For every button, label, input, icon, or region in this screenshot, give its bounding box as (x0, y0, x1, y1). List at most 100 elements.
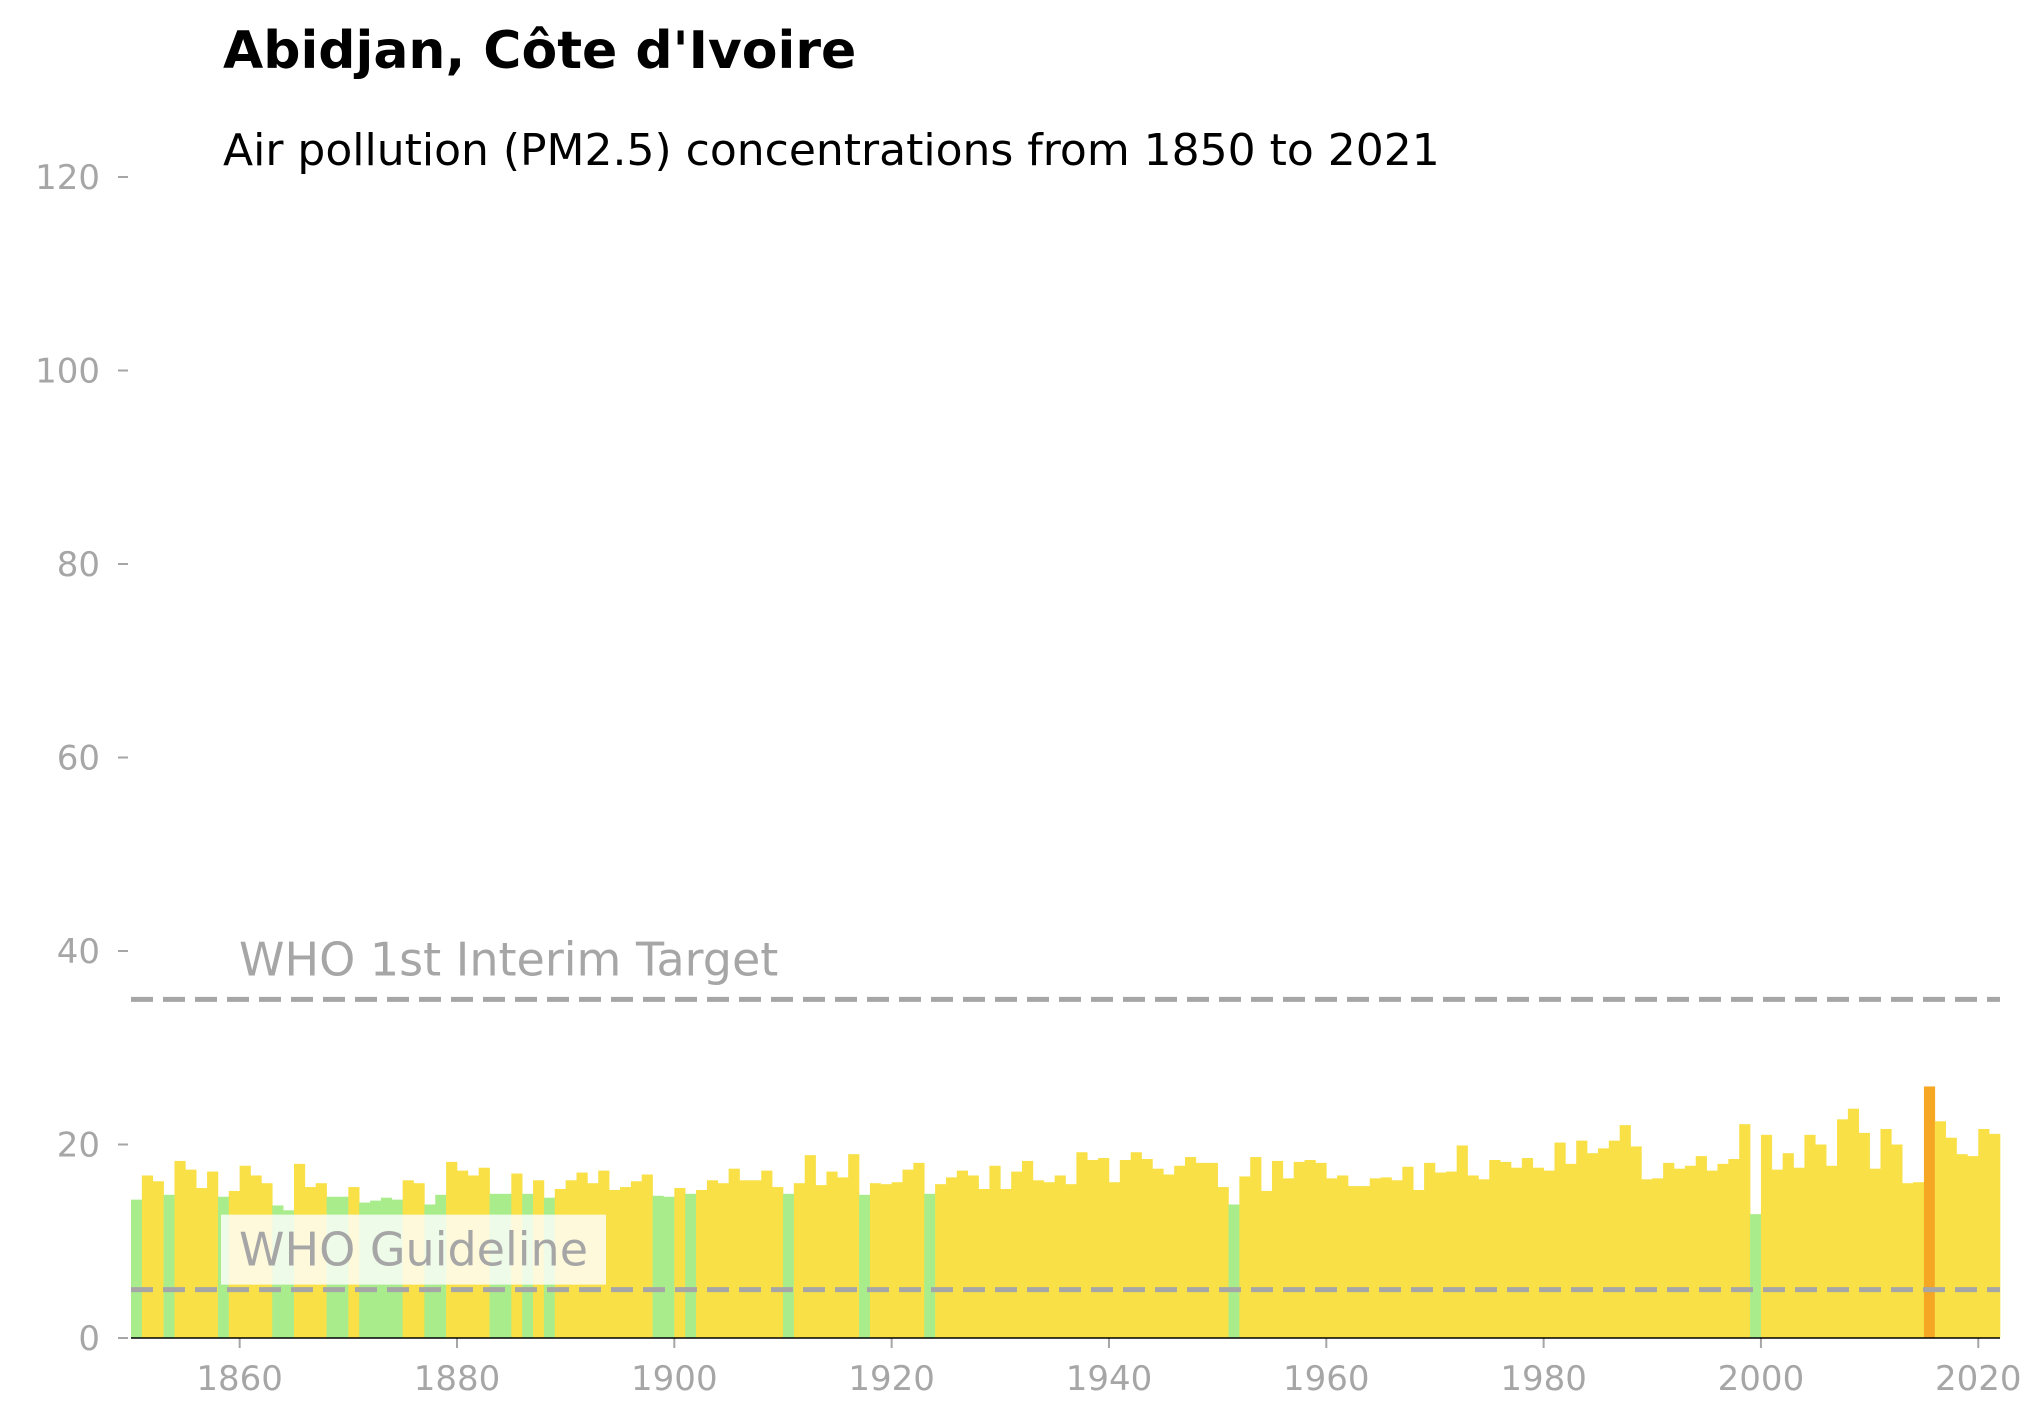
bar (1597, 1148, 1610, 1338)
bar (1978, 1129, 1990, 1338)
bar (761, 1170, 773, 1338)
bar (174, 1160, 186, 1338)
bar (685, 1193, 697, 1338)
x-tick-label: 1900 (631, 1359, 718, 1399)
bar (989, 1165, 1001, 1338)
chart-title: Abidjan, Côte d'Ivoire (223, 21, 856, 81)
bar (1424, 1162, 1436, 1338)
bar (1011, 1171, 1023, 1338)
bar (1087, 1159, 1099, 1338)
y-tick-label: 0 (78, 1319, 100, 1359)
bar (880, 1184, 892, 1338)
bar (1402, 1166, 1414, 1338)
bar (1022, 1160, 1034, 1338)
bar (1902, 1183, 1914, 1338)
bar (1815, 1144, 1827, 1338)
bar (945, 1177, 958, 1338)
bar (706, 1180, 719, 1338)
bar (978, 1189, 990, 1338)
x-tick-label: 1980 (1500, 1359, 1587, 1399)
bar (728, 1168, 740, 1338)
bar (837, 1177, 849, 1338)
bar (1108, 1182, 1121, 1338)
bar (1467, 1175, 1479, 1338)
bar (1663, 1162, 1675, 1338)
bar (1348, 1186, 1360, 1338)
y-tick-label: 80 (57, 545, 100, 585)
bar (815, 1185, 827, 1338)
bar (1967, 1156, 1979, 1338)
bar (848, 1154, 860, 1338)
bar (1934, 1121, 1946, 1338)
bar (1619, 1125, 1631, 1338)
bar (1532, 1167, 1544, 1338)
bar (1500, 1161, 1512, 1338)
bar (1717, 1163, 1729, 1338)
bar (1337, 1175, 1349, 1338)
bar (1304, 1159, 1316, 1338)
bar (1141, 1159, 1153, 1338)
y-tick-label: 120 (35, 158, 100, 198)
chart-subtitle: Air pollution (PM2.5) concentrations fro… (223, 125, 1440, 176)
bar (1630, 1146, 1642, 1338)
bar (956, 1170, 969, 1338)
bar (1869, 1168, 1881, 1338)
bar (750, 1180, 762, 1338)
bar (1956, 1154, 1968, 1338)
bar (793, 1183, 806, 1338)
bar (1489, 1159, 1501, 1338)
bar (1185, 1157, 1197, 1338)
bar (1804, 1134, 1816, 1338)
bar (1641, 1179, 1653, 1338)
bar (1098, 1158, 1110, 1338)
reference-label-box (221, 924, 797, 995)
bar (891, 1182, 903, 1338)
bar (1543, 1170, 1555, 1338)
bar (1239, 1176, 1251, 1338)
bar (1858, 1132, 1870, 1338)
bar (913, 1162, 925, 1338)
bar (1413, 1189, 1425, 1338)
bar (1282, 1178, 1294, 1338)
bar (772, 1187, 784, 1338)
bar (641, 1174, 653, 1338)
bar (1369, 1178, 1381, 1338)
bar (1032, 1180, 1045, 1338)
bar (739, 1180, 751, 1338)
bar (152, 1181, 164, 1338)
bar (1837, 1119, 1849, 1338)
bar (859, 1194, 871, 1338)
bar (1576, 1140, 1588, 1338)
bar (163, 1194, 175, 1338)
bar (196, 1188, 208, 1338)
x-tick-label: 1960 (1283, 1359, 1370, 1399)
bar (1521, 1158, 1534, 1338)
x-tick-label: 2000 (1718, 1359, 1805, 1399)
bar (1076, 1152, 1088, 1338)
bar (782, 1193, 795, 1338)
bar (1674, 1168, 1686, 1338)
y-tick-label: 20 (57, 1126, 100, 1166)
reference-label: WHO Guideline (239, 1223, 588, 1277)
bar (717, 1183, 729, 1338)
bar (1315, 1162, 1327, 1338)
bar (1250, 1157, 1262, 1338)
bar (1434, 1172, 1447, 1338)
bar (1608, 1140, 1620, 1338)
bar (1587, 1153, 1599, 1338)
bar (1271, 1160, 1284, 1338)
bar (1326, 1178, 1338, 1338)
bar (1130, 1152, 1142, 1338)
bar (1847, 1108, 1860, 1338)
bar (1782, 1153, 1794, 1338)
bar (1163, 1174, 1175, 1338)
bar (1000, 1189, 1012, 1338)
bar (207, 1171, 219, 1338)
bar (1989, 1133, 2001, 1338)
bar (1739, 1124, 1751, 1338)
bar (1565, 1163, 1577, 1338)
bar (1293, 1161, 1305, 1338)
bar (1652, 1178, 1664, 1338)
bar (652, 1195, 664, 1338)
